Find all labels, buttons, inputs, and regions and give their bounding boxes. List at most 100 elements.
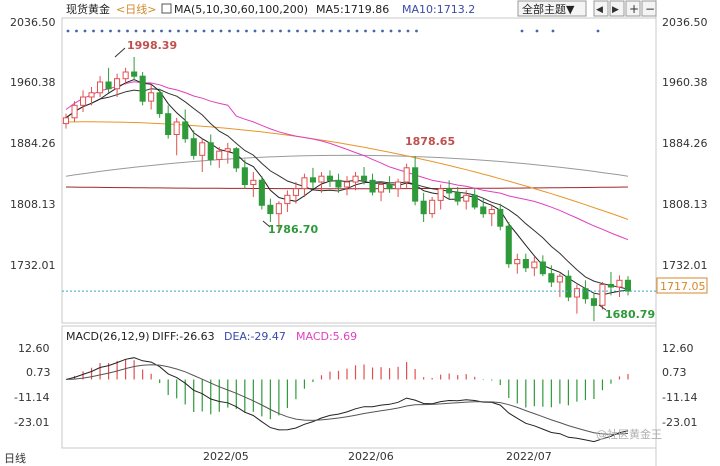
candle-body	[488, 209, 495, 215]
macd-right-tick: -23.01	[662, 416, 697, 429]
candle-body	[241, 167, 248, 186]
high-1-label: 1998.39	[127, 39, 177, 52]
theme-button-label: 全部主题▼	[522, 2, 575, 16]
event-dot	[143, 29, 146, 33]
candle-body	[556, 275, 563, 283]
candle-body	[539, 261, 546, 275]
event-dot	[270, 29, 274, 33]
low-2-label: 1680.79	[605, 308, 655, 321]
candle-body	[599, 284, 606, 306]
right-tick: 1808.13	[662, 198, 708, 211]
candle-body	[514, 259, 521, 265]
macd-left-tick: 0.73	[26, 366, 51, 379]
candle-body	[71, 104, 78, 119]
candle-body	[139, 75, 146, 102]
event-dot	[330, 29, 333, 33]
high-1-leader	[114, 47, 126, 58]
candle-body	[88, 92, 95, 98]
event-dot	[296, 29, 299, 33]
candle-body	[403, 167, 410, 183]
candle-body	[80, 96, 87, 106]
candle-body	[497, 209, 504, 227]
candle-body	[565, 275, 572, 298]
event-dot	[245, 29, 248, 33]
nav-prev-button[interactable]	[593, 0, 609, 17]
event-dot	[406, 29, 410, 33]
watermark: @社区黄金王	[596, 427, 662, 441]
event-dot	[287, 29, 291, 33]
candle-body	[122, 71, 129, 80]
event-dot	[219, 29, 223, 33]
candle-body	[97, 81, 104, 94]
candle-body	[233, 148, 240, 169]
macd-dea-line	[65, 364, 629, 435]
candle-body	[446, 188, 453, 194]
candle-body	[573, 288, 581, 298]
candle-body	[454, 192, 461, 202]
candle-body	[292, 188, 299, 196]
event-dot	[134, 29, 138, 33]
theme-button[interactable]	[517, 0, 587, 17]
event-dot	[109, 29, 112, 33]
event-dot	[236, 29, 240, 33]
candle-body	[326, 175, 333, 181]
macd-left-tick: 12.60	[18, 342, 50, 355]
event-dot	[194, 29, 197, 33]
candle-body	[616, 279, 623, 288]
candle-body	[378, 184, 385, 193]
candle-body	[624, 279, 632, 292]
candle-body	[531, 261, 538, 269]
low-2-leader	[598, 304, 607, 311]
zoom-in-button[interactable]	[625, 0, 641, 17]
current-price-tag	[656, 277, 708, 294]
candle-body	[190, 138, 197, 156]
candle-body	[105, 81, 112, 90]
ma60-line	[65, 121, 629, 220]
event-dot	[279, 29, 282, 33]
event-dot	[100, 29, 104, 33]
nav-next-button[interactable]	[609, 0, 625, 17]
zoom-out-icon: −	[645, 2, 655, 16]
candle-body	[463, 194, 470, 202]
event-dot	[262, 29, 265, 33]
ma30-line	[65, 81, 629, 241]
candle-body	[548, 273, 555, 283]
zoom-out-button[interactable]	[641, 0, 657, 17]
macd-hist-value: MACD:5.69	[296, 330, 357, 343]
ma5-value: MA5:1719.86	[316, 3, 389, 16]
time-label: 2022/06	[348, 450, 394, 463]
low-1-leader	[262, 220, 271, 228]
event-dot	[551, 29, 555, 33]
candle-body	[420, 200, 427, 215]
ma-legend-icon	[161, 3, 172, 14]
candle-body	[165, 113, 172, 135]
candle-body	[131, 71, 138, 77]
candle-body	[199, 142, 206, 156]
candle-body	[284, 194, 291, 205]
event-dot	[321, 29, 325, 33]
event-dot	[313, 29, 316, 33]
candle-body	[505, 225, 512, 265]
right-price-axis: 2036.50 1960.38 1884.26 1808.13 1732.01	[662, 16, 708, 272]
candle-body	[429, 199, 436, 215]
candle-body	[156, 92, 163, 115]
candle-body	[480, 206, 487, 215]
macd-right-tick: 12.60	[662, 342, 694, 355]
nav-next-icon: ▶	[612, 5, 619, 15]
candle-body	[216, 150, 223, 160]
candle-body	[607, 284, 615, 288]
period-label[interactable]: <日线>	[116, 2, 156, 16]
event-dot	[151, 29, 155, 33]
left-price-axis: 2036.50 1960.38 1884.26 1808.13 1732.01	[10, 16, 56, 272]
event-dot	[211, 29, 214, 33]
candle-body	[207, 142, 214, 161]
period-corner-label: 日线	[4, 451, 26, 465]
time-label: 2022/07	[506, 450, 552, 463]
candle-body	[114, 78, 121, 90]
candle-body	[250, 179, 257, 186]
high-2-label: 1878.65	[405, 135, 455, 148]
macd-right-tick: 0.73	[662, 366, 687, 379]
macd-left-tick: -23.01	[14, 416, 49, 429]
macd-diff-line	[65, 357, 629, 443]
event-dot	[75, 29, 78, 33]
